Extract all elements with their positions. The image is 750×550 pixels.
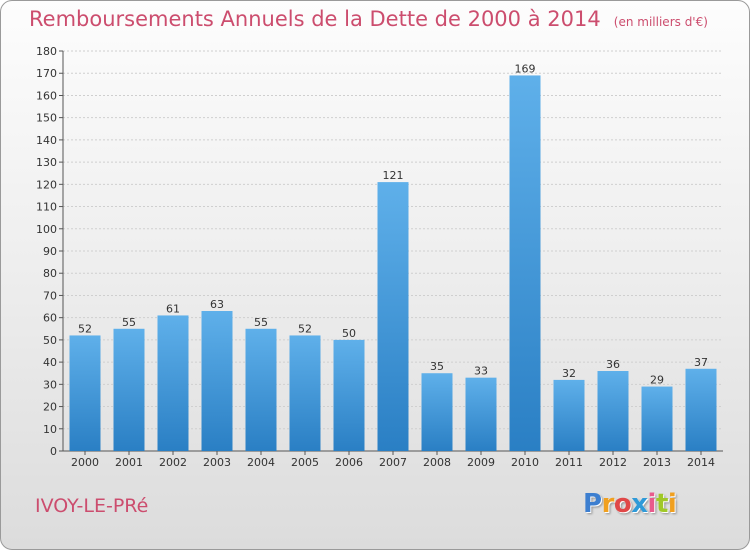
y-tick-label-110: 110: [36, 201, 57, 214]
bar-2007: [377, 182, 409, 451]
x-tick-label-2006: 2006: [335, 456, 363, 469]
y-tick-label-60: 60: [43, 312, 57, 325]
bar-2001: [113, 328, 145, 451]
bar-2005: [289, 335, 321, 451]
x-tick-label-2010: 2010: [511, 456, 539, 469]
logo-letter: t: [655, 489, 668, 519]
data-label-2009: 33: [474, 365, 488, 378]
y-tick-label-90: 90: [43, 245, 57, 258]
x-tick-label-2005: 2005: [291, 456, 319, 469]
y-tick-label-30: 30: [43, 378, 57, 391]
chart-unit-label: (en milliers d'€): [613, 15, 708, 29]
x-tick-label-2014: 2014: [687, 456, 715, 469]
y-tick-label-10: 10: [43, 423, 57, 436]
y-tick-label-40: 40: [43, 356, 57, 369]
bar-2002: [157, 315, 189, 451]
bar-2003: [201, 311, 233, 451]
x-tick-label-2000: 2000: [71, 456, 99, 469]
x-tick-label-2004: 2004: [247, 456, 275, 469]
bar-2011: [553, 379, 585, 451]
y-tick-label-180: 180: [36, 45, 57, 58]
bar-2013: [641, 386, 673, 451]
data-label-2011: 32: [562, 367, 576, 380]
y-tick-label-140: 140: [36, 134, 57, 147]
x-tick-label-2012: 2012: [599, 456, 627, 469]
bar-2012: [597, 371, 629, 451]
x-tick-label-2008: 2008: [423, 456, 451, 469]
commune-name: IVOY-LE-PRé: [35, 495, 149, 517]
proxiti-logo[interactable]: Proxiti: [583, 489, 677, 519]
data-label-2012: 36: [606, 358, 620, 371]
y-tick-label-130: 130: [36, 156, 57, 169]
data-label-2008: 35: [430, 360, 444, 373]
y-tick-label-100: 100: [36, 223, 57, 236]
x-tick-label-2001: 2001: [115, 456, 143, 469]
x-tick-label-2013: 2013: [643, 456, 671, 469]
logo-letter: x: [631, 489, 648, 519]
bar-2009: [465, 377, 497, 451]
bar-2008: [421, 373, 453, 451]
chart-title-text: Remboursements Annuels de la Dette de 20…: [29, 7, 601, 31]
y-tick-label-120: 120: [36, 178, 57, 191]
x-tick-label-2003: 2003: [203, 456, 231, 469]
chart-title: Remboursements Annuels de la Dette de 20…: [29, 7, 708, 31]
bar-2010: [509, 75, 541, 451]
data-label-2004: 55: [254, 316, 268, 329]
x-tick-label-2007: 2007: [379, 456, 407, 469]
bar-2006: [333, 339, 365, 451]
y-tick-label-0: 0: [50, 445, 57, 458]
logo-letter: r: [601, 489, 615, 519]
y-tick-label-160: 160: [36, 89, 57, 102]
bar-2000: [69, 335, 101, 451]
y-tick-label-20: 20: [43, 401, 57, 414]
x-tick-label-2011: 2011: [555, 456, 583, 469]
bar-2014: [685, 368, 717, 451]
logo-letter: o: [613, 489, 632, 519]
data-label-2014: 37: [694, 356, 708, 369]
data-label-2005: 52: [298, 322, 312, 335]
x-tick-label-2009: 2009: [467, 456, 495, 469]
data-label-2007: 121: [383, 169, 404, 182]
y-tick-label-50: 50: [43, 334, 57, 347]
data-label-2002: 61: [166, 302, 180, 315]
data-label-2001: 55: [122, 316, 136, 329]
logo-letter: P: [583, 489, 602, 519]
y-tick-label-150: 150: [36, 112, 57, 125]
logo-letter: i: [647, 489, 657, 519]
y-tick-label-170: 170: [36, 67, 57, 80]
data-label-2010: 169: [515, 62, 536, 75]
data-label-2013: 29: [650, 374, 664, 387]
logo-letter: i: [667, 489, 677, 519]
y-tick-label-80: 80: [43, 267, 57, 280]
x-tick-label-2002: 2002: [159, 456, 187, 469]
y-tick-label-70: 70: [43, 289, 57, 302]
data-label-2006: 50: [342, 327, 356, 340]
data-label-2000: 52: [78, 322, 92, 335]
bar-2004: [245, 328, 277, 451]
data-label-2003: 63: [210, 298, 224, 311]
